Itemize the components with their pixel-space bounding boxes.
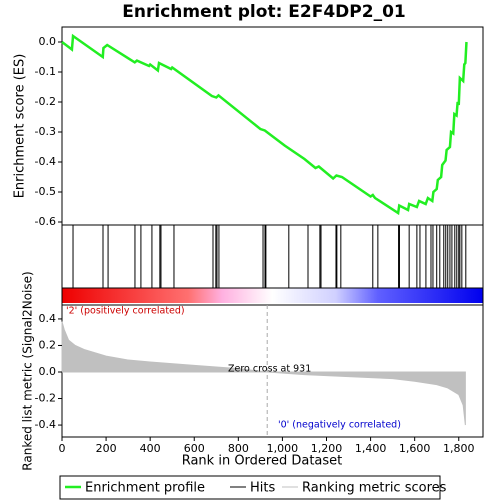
- y-axis-label: Ranked list metric (Signal2Noise): [21, 271, 35, 470]
- legend: [59, 475, 441, 500]
- legend-label: Hits: [250, 481, 275, 496]
- legend-label: Enrichment profile: [85, 481, 205, 496]
- y-tick-label: -0.3: [35, 125, 56, 138]
- x-tick-label: 600: [184, 442, 205, 455]
- x-tick-label: 1,400: [355, 442, 387, 455]
- y-tick-label: -0.5: [35, 185, 56, 198]
- x-tick-label: 1,800: [443, 442, 475, 455]
- plot-frame: [61, 26, 484, 438]
- y-tick-label: -0.6: [35, 215, 56, 228]
- x-tick-label: 1,600: [399, 442, 431, 455]
- chart-title: Enrichment plot: E2F4DP2_01: [122, 2, 405, 22]
- x-tick-label: 200: [96, 442, 117, 455]
- x-axis-label: Rank in Ordered Dataset: [182, 454, 343, 469]
- enrichment-line: [61, 33, 468, 216]
- y-tick-label: -0.2: [35, 95, 56, 108]
- y-tick-label: -0.2: [35, 392, 56, 405]
- x-tick-label: 800: [228, 442, 249, 455]
- annotation: Zero cross at 931: [228, 364, 311, 375]
- y-tick-label: 0.4: [39, 312, 57, 325]
- legend-label: Ranking metric scores: [302, 481, 447, 496]
- x-tick-label: 1,200: [311, 442, 343, 455]
- y-tick-label: 0.2: [39, 338, 57, 351]
- y-tick-label: -0.4: [35, 418, 56, 431]
- y-tick-label: 0.0: [39, 35, 57, 48]
- x-tick-label: 1,000: [267, 442, 299, 455]
- y-axis-label: Enrichment score (ES): [13, 54, 28, 199]
- x-tick-label: 0: [59, 442, 66, 455]
- x-tick-label: 400: [140, 442, 161, 455]
- y-tick-label: -0.4: [35, 155, 56, 168]
- y-tick-label: -0.1: [35, 65, 56, 78]
- annotation: '0' (negatively correlated): [278, 420, 401, 431]
- y-tick-label: 0.0: [39, 365, 57, 378]
- rank-color-band: [62, 288, 483, 303]
- annotation: '2' (positively correlated): [66, 306, 185, 317]
